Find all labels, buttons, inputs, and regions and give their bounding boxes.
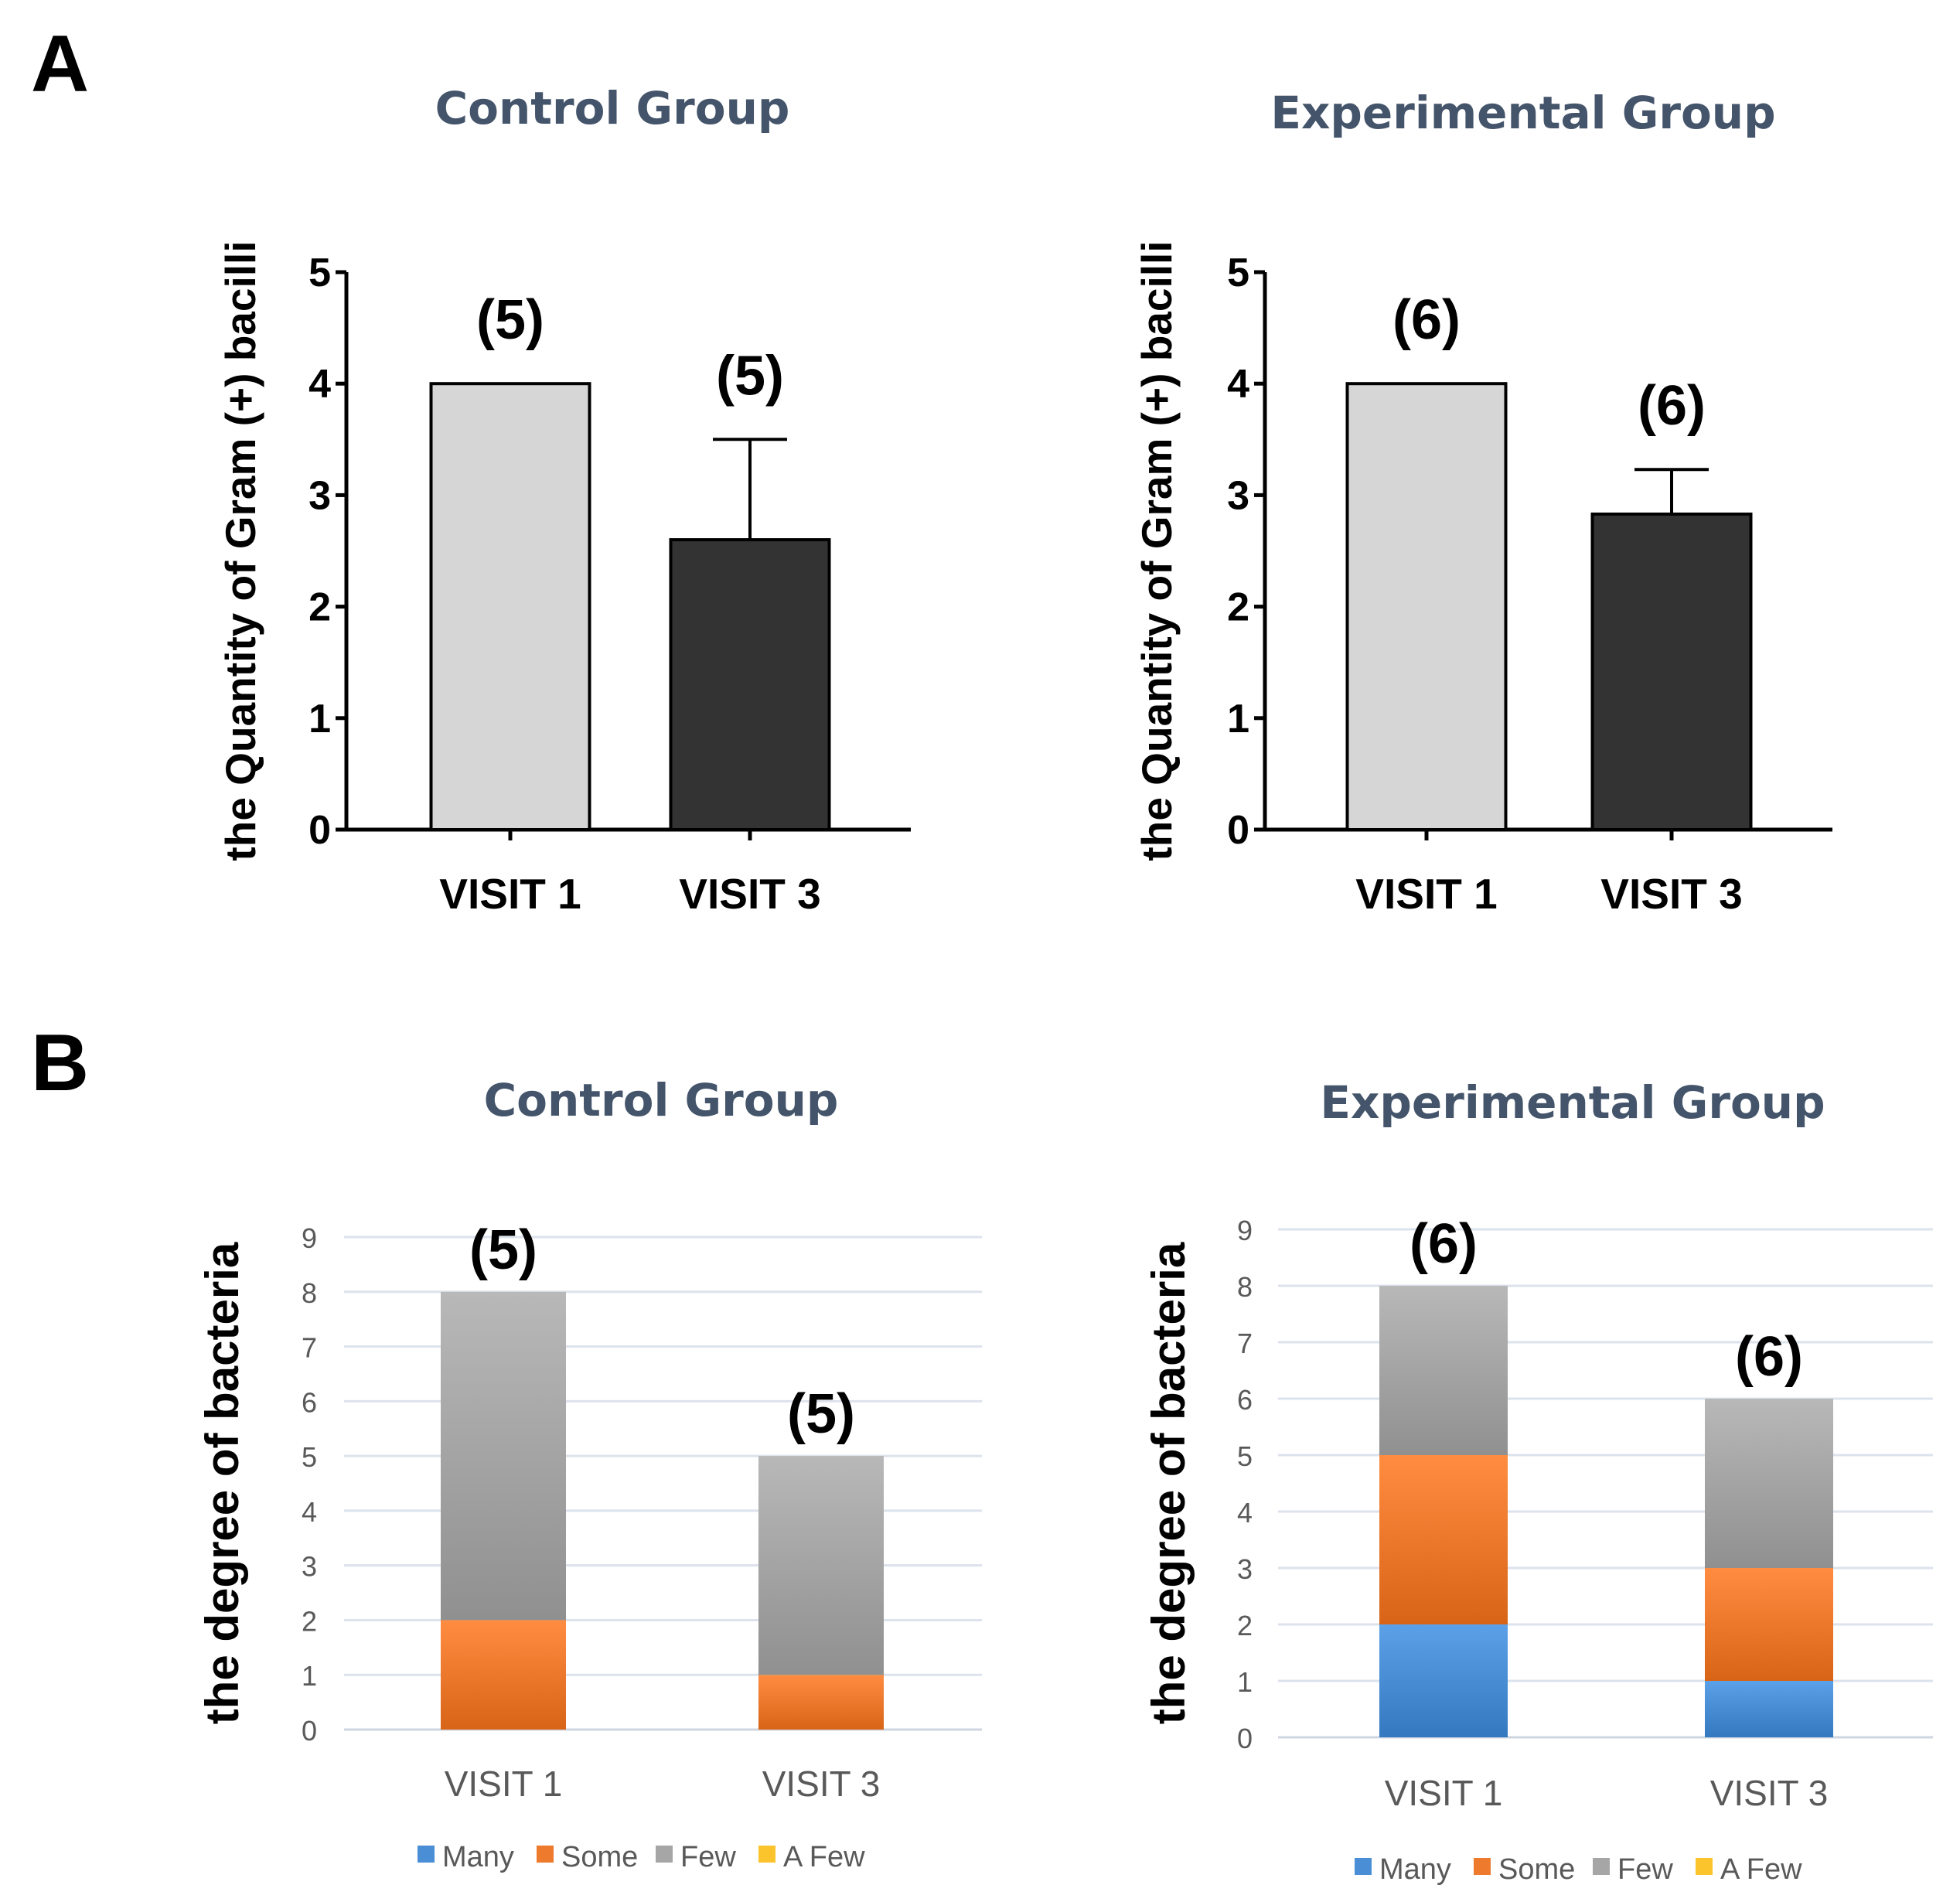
x-tick-label: VISIT 3 — [1710, 1773, 1829, 1813]
bar-segment-some-visit-1 — [1379, 1455, 1508, 1624]
legend-label-many: Many — [1379, 1853, 1451, 1886]
legend-label-some: Some — [561, 1841, 638, 1873]
n-label-visit-3: (6) — [1638, 375, 1706, 437]
y-tick-label: 1 — [1237, 1666, 1253, 1698]
y-tick-label: 2 — [1227, 585, 1249, 630]
legend-swatch-few — [656, 1846, 673, 1863]
y-tick-label: 3 — [308, 473, 331, 518]
y-tick-label: 1 — [1227, 697, 1249, 741]
y-tick-label: 4 — [1227, 362, 1249, 407]
y-tick-label: 9 — [1237, 1215, 1253, 1246]
legend-label-few: Few — [1617, 1853, 1673, 1886]
y-axis-label: the degree of bacteria — [196, 1242, 248, 1724]
legend-swatch-a-few — [1696, 1858, 1713, 1875]
bar-visit-3 — [669, 538, 831, 832]
y-tick-label: 9 — [302, 1222, 317, 1254]
x-tick-label: VISIT 3 — [762, 1764, 881, 1804]
bar-segment-some-visit-3 — [1705, 1568, 1833, 1681]
y-tick-label: 0 — [1237, 1723, 1253, 1754]
legend-swatch-few — [1593, 1858, 1610, 1875]
chart-title: Control Group — [435, 82, 790, 135]
legend-swatch-many — [418, 1846, 435, 1863]
bar-segment-few-visit-1 — [441, 1291, 566, 1621]
n-label-visit-1: (5) — [469, 1219, 537, 1281]
y-axis-label: the degree of bacteria — [1143, 1242, 1195, 1724]
y-tick-label: 4 — [302, 1496, 317, 1528]
bar-segment-some-visit-3 — [758, 1675, 884, 1730]
bar-segment-few-visit-3 — [758, 1456, 884, 1675]
legend-swatch-some — [1474, 1858, 1491, 1875]
x-tick-label: VISIT 1 — [1385, 1773, 1503, 1813]
y-tick-label: 6 — [1237, 1384, 1253, 1416]
chart-a-experimental: Experimental Group the Quantity of Gram (… — [1133, 87, 1832, 918]
n-label-visit-3: (5) — [787, 1383, 855, 1445]
legend-label-few: Few — [680, 1841, 736, 1873]
y-axis-label: the Quantity of Gram (+) bacilli — [216, 240, 264, 861]
y-tick-label: 5 — [302, 1441, 317, 1473]
y-tick-label: 2 — [1237, 1610, 1253, 1641]
bar-visit-1 — [1345, 382, 1508, 831]
legend-swatch-some — [537, 1846, 554, 1863]
y-tick-label: 5 — [1237, 1440, 1253, 1472]
y-tick-label: 6 — [302, 1386, 317, 1418]
bar-segment-few-visit-3 — [1705, 1399, 1833, 1568]
n-label-visit-1: (5) — [476, 289, 544, 351]
bar-segment-many-visit-1 — [1379, 1624, 1508, 1737]
y-tick-label: 0 — [308, 808, 331, 853]
y-tick-label: 3 — [1237, 1553, 1253, 1585]
bar-visit-1 — [429, 382, 591, 831]
y-tick-label: 7 — [1237, 1328, 1253, 1359]
bar-segment-some-visit-1 — [441, 1620, 566, 1730]
bar-segment-few-visit-1 — [1379, 1286, 1508, 1455]
chart-b-control: Control Group the degree of bacteria 0 1 2 3 4… — [196, 1074, 982, 1873]
n-label-visit-1: (6) — [1392, 289, 1461, 351]
x-tick-label: VISIT 1 — [439, 870, 581, 918]
legend-label-a-few: A Few — [783, 1841, 865, 1873]
legend-label-a-few: A Few — [1720, 1853, 1802, 1886]
y-tick-label: 7 — [302, 1332, 317, 1364]
y-tick-label: 0 — [1227, 808, 1249, 853]
x-tick-label: VISIT 1 — [445, 1764, 563, 1804]
chart-title: Experimental Group — [1270, 87, 1775, 139]
y-tick-label: 3 — [302, 1551, 317, 1583]
y-tick-label: 5 — [308, 251, 331, 295]
y-tick-label: 4 — [1237, 1497, 1253, 1529]
y-tick-label: 3 — [1227, 473, 1249, 518]
legend-label-some: Some — [1498, 1853, 1575, 1886]
n-label-visit-1: (6) — [1409, 1213, 1478, 1275]
y-tick-label: 2 — [308, 585, 331, 630]
n-label-visit-3: (5) — [716, 345, 784, 407]
y-tick-label: 0 — [302, 1715, 317, 1747]
panel-letter-a: A — [31, 19, 89, 109]
y-tick-label: 1 — [308, 697, 331, 741]
x-tick-label: VISIT 3 — [1600, 870, 1742, 918]
y-tick-label: 5 — [1227, 251, 1249, 295]
bar-segment-many-visit-3 — [1705, 1681, 1833, 1737]
bar-visit-3 — [1590, 512, 1753, 831]
y-tick-label: 1 — [302, 1660, 317, 1692]
chart-a-control: Control Group the Quantity of Gram (+) ba… — [216, 82, 911, 918]
legend-swatch-a-few — [758, 1846, 775, 1863]
y-tick-label: 2 — [302, 1605, 317, 1637]
n-label-visit-3: (6) — [1735, 1326, 1803, 1388]
y-tick-label: 4 — [308, 362, 331, 407]
y-axis-label: the Quantity of Gram (+) bacilli — [1133, 240, 1181, 861]
x-tick-label: VISIT 1 — [1355, 870, 1497, 918]
legend-swatch-many — [1355, 1858, 1372, 1875]
legend-label-many: Many — [442, 1841, 514, 1873]
chart-b-experimental: Experimental Group the degree of bacteria… — [1143, 1076, 1933, 1886]
panel-letter-b: B — [31, 1018, 89, 1108]
y-tick-label: 8 — [302, 1277, 317, 1309]
x-tick-label: VISIT 3 — [679, 870, 820, 918]
chart-title: Experimental Group — [1320, 1076, 1825, 1129]
chart-title: Control Group — [484, 1074, 839, 1127]
y-tick-label: 8 — [1237, 1271, 1253, 1303]
